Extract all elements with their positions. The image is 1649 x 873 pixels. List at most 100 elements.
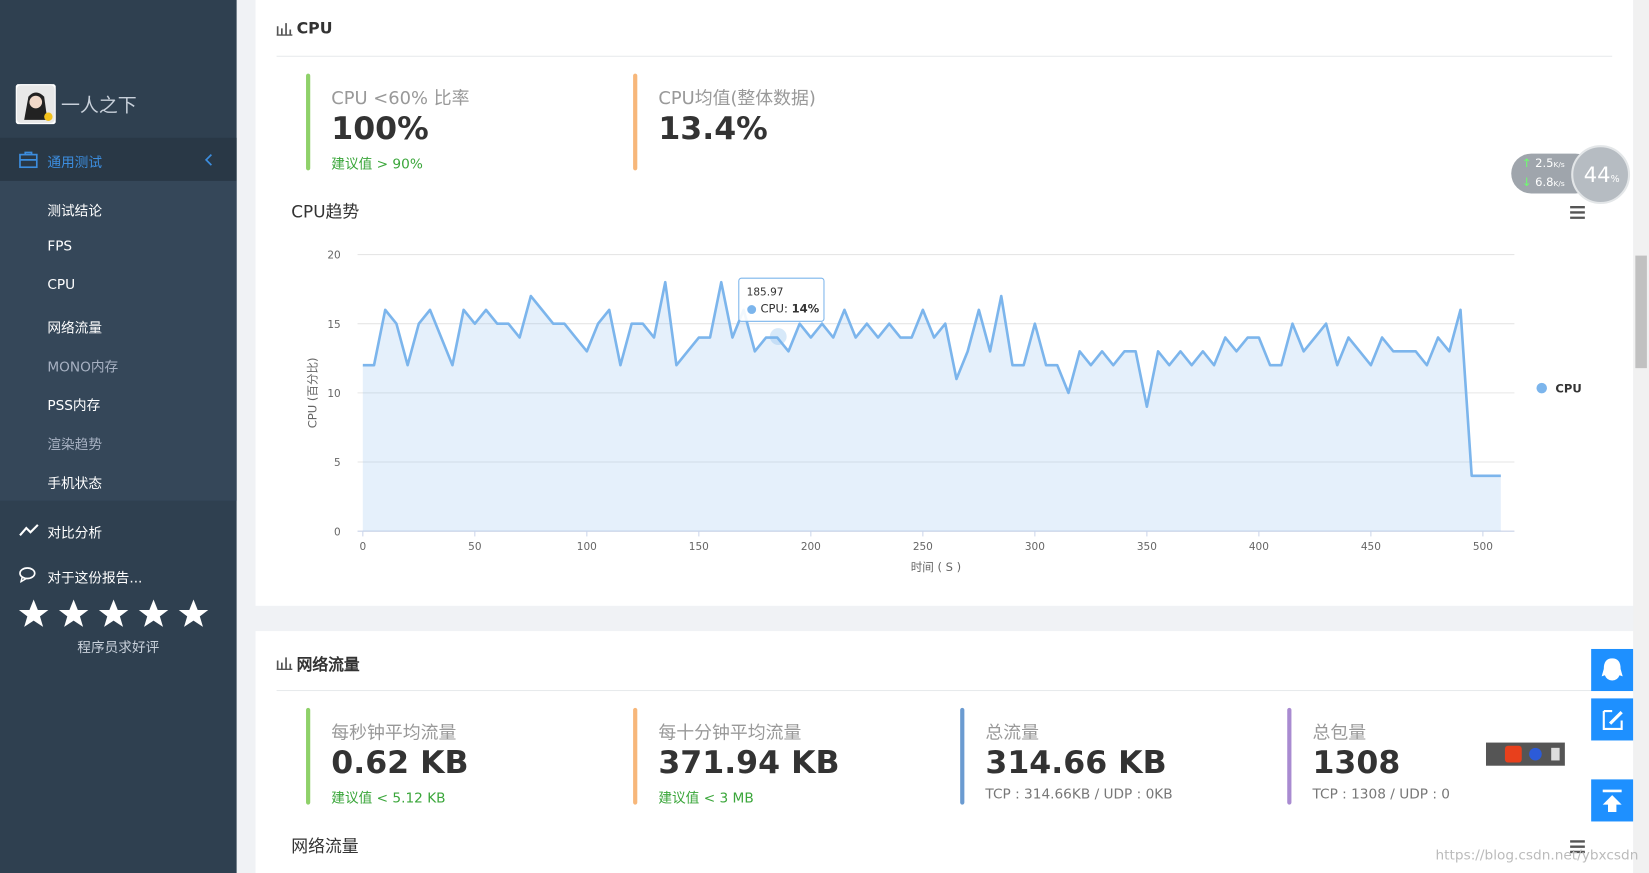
chart-title: 网络流量 bbox=[291, 836, 359, 857]
up-value: 2.5 bbox=[1535, 156, 1554, 171]
chart-icon bbox=[19, 524, 39, 537]
qq-icon bbox=[1601, 658, 1623, 681]
menu-item[interactable]: 网络流量 bbox=[47, 320, 103, 337]
y-tick-label: 5 bbox=[334, 457, 341, 469]
y-tick-label: 15 bbox=[327, 319, 340, 331]
x-tick-label: 250 bbox=[913, 541, 933, 553]
x-tick-label: 150 bbox=[689, 541, 709, 553]
menu-icon bbox=[19, 151, 38, 169]
x-tick-label: 400 bbox=[1249, 541, 1269, 553]
active-menu[interactable]: 通用测试 bbox=[0, 137, 237, 181]
cpu-ring[interactable]: 44% bbox=[1571, 145, 1631, 205]
stat-bar bbox=[306, 707, 311, 805]
ring-percent: 44 bbox=[1583, 161, 1611, 188]
menu-item[interactable]: MONO内存 bbox=[47, 359, 119, 376]
avatar bbox=[15, 84, 56, 125]
menu-item[interactable]: 渲染趋势 bbox=[47, 437, 103, 454]
stat-value: 0.62 KB bbox=[331, 744, 469, 782]
chat-icon bbox=[19, 567, 36, 583]
cpu-card bbox=[255, 0, 1634, 606]
stat-value: 314.66 KB bbox=[985, 744, 1167, 782]
line bbox=[362, 280, 1501, 478]
up-unit: K/s bbox=[1553, 160, 1565, 170]
stat-note: 建议值 < 5.12 KB bbox=[331, 790, 446, 807]
top-icon bbox=[1602, 789, 1622, 812]
net-down: ↓ 6.8K/s bbox=[1521, 175, 1565, 190]
chart-menu[interactable] bbox=[1569, 839, 1586, 854]
top-button[interactable] bbox=[1591, 779, 1634, 822]
ime-icons bbox=[1504, 745, 1560, 763]
tooltip-label: CPU: bbox=[760, 301, 788, 316]
stat-value: 371.94 KB bbox=[658, 744, 840, 782]
ring-value: 44% bbox=[1584, 162, 1620, 187]
stat-title: 总流量 bbox=[985, 722, 1040, 744]
ring-unit: % bbox=[1610, 174, 1620, 186]
down-unit: K/s bbox=[1553, 179, 1565, 189]
stat-bar bbox=[960, 707, 965, 805]
menu-item[interactable]: PSS内存 bbox=[47, 398, 101, 415]
chart-menu[interactable] bbox=[1569, 205, 1586, 220]
menu-label: 通用测试 bbox=[47, 155, 103, 172]
ime-toolbar[interactable] bbox=[1485, 742, 1565, 766]
stat-bar bbox=[1287, 707, 1292, 805]
tooltip: 185.97 ● CPU: 14% bbox=[738, 277, 825, 322]
down-value: 6.8 bbox=[1535, 175, 1554, 190]
section-title: 网络流量 bbox=[296, 655, 360, 675]
network-card bbox=[255, 631, 1634, 873]
chart-title: CPU趋势 bbox=[291, 201, 360, 222]
menu-item[interactable]: 测试结论 bbox=[47, 204, 103, 220]
user-name: 一人之下 bbox=[60, 94, 137, 117]
tooltip-value: 14% bbox=[791, 301, 820, 316]
rating-stars[interactable] bbox=[17, 597, 217, 631]
legend-marker bbox=[1536, 382, 1547, 394]
x-tick-label: 50 bbox=[468, 541, 481, 553]
stat-value: 1308 bbox=[1312, 744, 1401, 782]
edit-button[interactable] bbox=[1591, 698, 1634, 741]
edit-icon bbox=[1602, 709, 1623, 730]
stat-note: 建议值 > 90% bbox=[331, 156, 423, 173]
scrollbar[interactable] bbox=[1633, 0, 1649, 873]
x-tick-label: 500 bbox=[1473, 541, 1493, 553]
stat-title: CPU均值(整体数据) bbox=[658, 88, 816, 110]
x-tick-label: 300 bbox=[1025, 541, 1045, 553]
stat-note: TCP : 314.66KB / UDP : 0KB bbox=[985, 786, 1173, 803]
compare-link[interactable]: 对比分析 bbox=[47, 525, 103, 542]
x-tick-label: 450 bbox=[1361, 541, 1381, 553]
rating-note: 程序员求好评 bbox=[77, 640, 160, 657]
qq-button[interactable] bbox=[1591, 648, 1634, 692]
menu-item[interactable]: FPS bbox=[47, 238, 73, 255]
net-up: ↑ 2.5K/s bbox=[1521, 156, 1565, 171]
menu-item[interactable]: CPU bbox=[47, 277, 76, 294]
divider bbox=[276, 55, 1613, 57]
area bbox=[362, 282, 1501, 532]
stat-bar bbox=[306, 73, 311, 171]
y-tick-label: 0 bbox=[334, 526, 341, 538]
stat-note: TCP : 1308 / UDP : 0 bbox=[1312, 786, 1450, 803]
x-tick-label: 100 bbox=[577, 541, 597, 553]
scroll-thumb[interactable] bbox=[1635, 255, 1647, 369]
legend-label: CPU bbox=[1555, 381, 1581, 395]
feedback-link[interactable]: 对于这份报告... bbox=[47, 571, 143, 587]
section-icon bbox=[276, 23, 293, 36]
x-tick-label: 0 bbox=[359, 541, 366, 553]
stat-bar bbox=[633, 73, 638, 171]
x-axis-title: 时间 ( S ) bbox=[911, 560, 961, 574]
divider bbox=[276, 689, 1613, 692]
stat-value: 13.4% bbox=[658, 110, 768, 148]
stat-title: 每十分钟平均流量 bbox=[658, 722, 802, 744]
menu-item[interactable]: 手机状态 bbox=[47, 476, 103, 493]
tooltip-line: ● CPU: 14% bbox=[746, 301, 820, 316]
stat-title: 每秒钟平均流量 bbox=[331, 722, 457, 744]
y-tick-label: 10 bbox=[327, 388, 340, 400]
submenu bbox=[0, 180, 237, 501]
tooltip-x: 185.97 bbox=[746, 287, 784, 299]
y-tick-label: 20 bbox=[327, 250, 340, 262]
y-axis-title: CPU (百分比) bbox=[306, 357, 320, 428]
hover-halo bbox=[769, 328, 787, 345]
watermark: https://blog.csdn.net/ybxcsdn bbox=[1435, 847, 1639, 864]
stat-bar bbox=[633, 707, 638, 805]
section-title: CPU bbox=[296, 18, 333, 38]
